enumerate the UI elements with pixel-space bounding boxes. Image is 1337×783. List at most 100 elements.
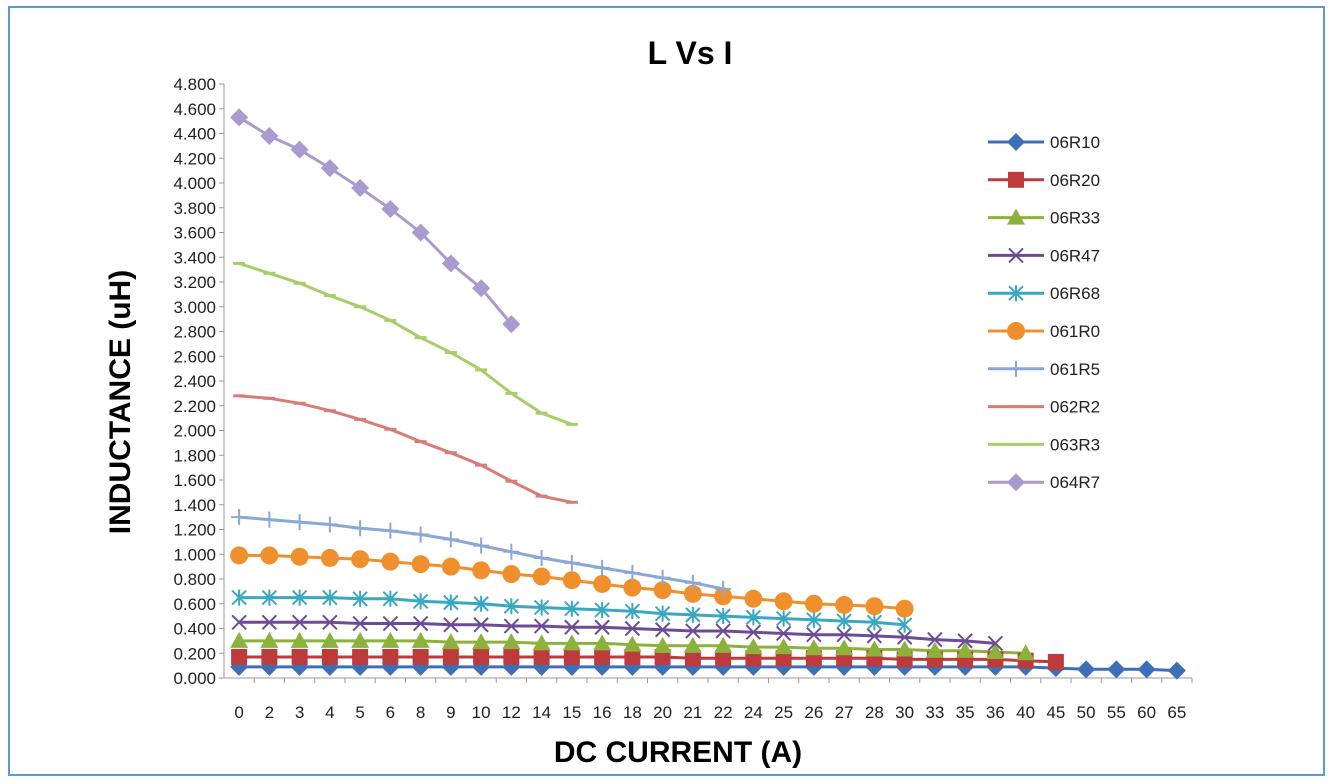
data-point [624,620,641,637]
data-point [502,633,521,650]
data-point [472,561,491,580]
y-tick-label: 3.200 [173,273,216,292]
data-point [532,634,551,651]
y-tick-label: 0.600 [173,595,216,614]
legend-marker [1007,473,1025,492]
data-point [1047,653,1064,670]
x-tick-label: 50 [1077,703,1096,722]
data-point [957,633,973,649]
data-point [654,622,671,638]
series-line-062R2 [238,394,573,504]
data-point [382,648,399,665]
data-point [351,550,370,569]
data-point [683,584,702,603]
legend-marker [1008,171,1024,188]
data-point [956,641,975,658]
data-point [624,648,641,665]
y-tick-label: 0.200 [173,644,216,663]
data-point [562,634,581,651]
x-tick-label: 65 [1167,703,1186,722]
data-point [532,567,551,586]
series-points-061R5 [231,509,732,597]
data-point [654,648,671,665]
data-point [533,599,550,616]
series-line-06R20 [239,655,1056,664]
data-point [291,589,308,606]
data-point [896,616,913,633]
series-points-061R0 [230,546,914,618]
data-point [564,619,580,635]
data-point [895,640,914,657]
data-point [1016,644,1035,661]
data-point [1137,660,1156,679]
data-point [987,635,1004,652]
y-tick-label: 2.800 [173,323,216,342]
data-point [775,650,792,667]
x-tick-label: 36 [986,703,1005,722]
legend-marker [1008,285,1024,302]
y-tick-label: 3.400 [173,248,216,267]
legend-label: 06R68 [1050,284,1100,303]
data-point [594,559,611,576]
data-point [685,606,701,623]
y-axis-title: INDUCTANCE (uH) [104,270,137,534]
series-points-064R7 [230,108,521,334]
data-point [441,254,460,273]
x-tick-label: 25 [774,703,793,722]
data-point [322,589,338,606]
data-point [865,597,884,616]
data-point [715,623,731,639]
data-point [503,598,520,615]
series-line-06R10 [239,665,1177,673]
data-point [865,640,884,657]
data-point [503,543,520,560]
data-point [382,615,399,632]
x-tick-label: 6 [386,703,395,722]
data-point [623,578,642,597]
chart-svg: L Vs I 0.000 0.200 0.400 0.600 0.800 1.000 1.2… [104,35,1193,769]
series-points-062R2 [233,394,578,504]
data-point [502,565,521,584]
y-tick-label: 2.200 [173,397,216,416]
legend-marker [1007,322,1025,340]
data-point [261,589,278,606]
y-tick-label: 2.400 [173,372,216,391]
data-point [745,624,762,640]
data-point [836,626,852,643]
data-point [533,549,550,566]
data-point [352,648,369,665]
series-line-06R47 [239,620,996,645]
x-tick-label: 27 [835,703,854,722]
data-point [352,520,369,537]
x-tick-labels: 0 2 3 4 5 6 8 9 10 12 14 15 16 18 20 21 22 24 25 26 27 28 30 33… [234,678,1193,722]
x-tick-label: 0 [234,703,243,722]
y-tick-label: 0.800 [173,570,216,589]
data-point [502,315,521,334]
series-points-06R68 [231,589,913,633]
legend-marker [1008,360,1024,377]
x-tick-label: 21 [683,703,702,722]
y-tick-label: 1.200 [173,521,216,540]
y-tick-label: 4.600 [173,100,216,119]
legend-marker [1007,208,1025,225]
y-tick-label: 0.400 [173,620,216,639]
data-point [231,589,247,606]
x-tick-label: 10 [472,703,491,722]
data-point [351,178,370,197]
legend-label: 064R7 [1050,473,1100,492]
data-point [382,522,399,539]
legend-marker [1008,247,1024,264]
data-point [774,592,793,611]
legend: 06R10 06R20 06R33 06R47 06R68 061R0 061R5 062R2… [988,133,1100,492]
data-point [412,526,429,543]
legend-item: 06R47 [988,246,1100,265]
y-tick-label: 4.400 [173,125,216,144]
series-points-06R47 [231,614,1004,652]
x-tick-label: 22 [714,703,733,722]
data-point [382,590,399,607]
data-point [806,626,822,643]
data-point [685,623,701,639]
data-point [473,537,490,554]
data-point [230,631,249,648]
data-point [290,140,309,159]
